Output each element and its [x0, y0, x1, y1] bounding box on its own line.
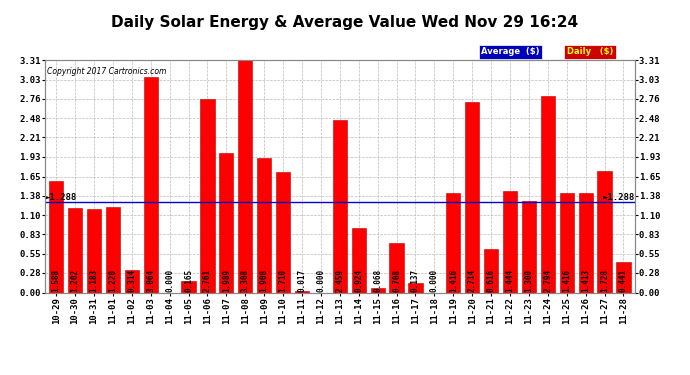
Bar [484, 249, 498, 292]
Text: 0.616: 0.616 [486, 268, 495, 292]
Text: 1.300: 1.300 [524, 268, 533, 292]
Bar [106, 207, 120, 292]
Bar [522, 201, 536, 292]
Text: Copyright 2017 Cartronics.com: Copyright 2017 Cartronics.com [47, 67, 166, 76]
Text: Daily Solar Energy & Average Value Wed Nov 29 16:24: Daily Solar Energy & Average Value Wed N… [112, 15, 578, 30]
Text: 3.064: 3.064 [146, 268, 155, 292]
Bar [541, 96, 555, 292]
Bar [446, 193, 460, 292]
Bar [238, 60, 253, 292]
Text: 3.308: 3.308 [241, 268, 250, 292]
Text: Average  ($): Average ($) [482, 47, 540, 56]
Text: Daily   ($): Daily ($) [567, 47, 613, 56]
Text: 2.761: 2.761 [203, 268, 212, 292]
Text: 0.068: 0.068 [373, 268, 382, 292]
Bar [371, 288, 385, 292]
Text: 0.000: 0.000 [430, 268, 439, 292]
Bar [295, 291, 309, 292]
Text: 1.989: 1.989 [222, 268, 231, 292]
Text: ►1.288: ►1.288 [45, 193, 77, 202]
Bar [503, 191, 517, 292]
Text: 1.710: 1.710 [279, 268, 288, 292]
Bar [408, 283, 422, 292]
Text: 0.441: 0.441 [619, 268, 628, 292]
Bar [49, 181, 63, 292]
Text: 2.794: 2.794 [543, 268, 552, 292]
Bar [333, 120, 347, 292]
Bar [465, 102, 480, 292]
Text: 1.413: 1.413 [581, 268, 590, 292]
Text: 1.588: 1.588 [52, 268, 61, 292]
Bar [87, 209, 101, 292]
Bar [219, 153, 233, 292]
Text: ►1.288: ►1.288 [602, 193, 635, 202]
Text: 0.017: 0.017 [297, 268, 306, 292]
Text: 1.220: 1.220 [108, 268, 117, 292]
Text: 0.137: 0.137 [411, 268, 420, 292]
Text: 0.000: 0.000 [317, 268, 326, 292]
Bar [257, 159, 271, 292]
Bar [181, 281, 196, 292]
Text: 2.714: 2.714 [468, 268, 477, 292]
Text: 0.000: 0.000 [165, 268, 174, 292]
Bar [68, 208, 82, 292]
Text: 0.314: 0.314 [128, 268, 137, 292]
Text: 1.416: 1.416 [562, 268, 571, 292]
Bar [144, 77, 158, 292]
Bar [276, 172, 290, 292]
Bar [578, 193, 593, 292]
Text: 0.924: 0.924 [354, 268, 363, 292]
Text: 0.165: 0.165 [184, 268, 193, 292]
Bar [616, 261, 631, 292]
Bar [352, 228, 366, 292]
Text: 1.416: 1.416 [448, 268, 457, 292]
Bar [598, 171, 611, 292]
Bar [200, 99, 215, 292]
Text: 1.202: 1.202 [70, 268, 79, 292]
Text: 2.459: 2.459 [335, 268, 344, 292]
Text: 1.728: 1.728 [600, 268, 609, 292]
Bar [125, 270, 139, 292]
Text: 1.908: 1.908 [259, 268, 268, 292]
Text: 1.444: 1.444 [506, 268, 515, 292]
Bar [389, 243, 404, 292]
Text: 1.183: 1.183 [90, 268, 99, 292]
Bar [560, 193, 574, 292]
Text: 0.708: 0.708 [392, 268, 401, 292]
